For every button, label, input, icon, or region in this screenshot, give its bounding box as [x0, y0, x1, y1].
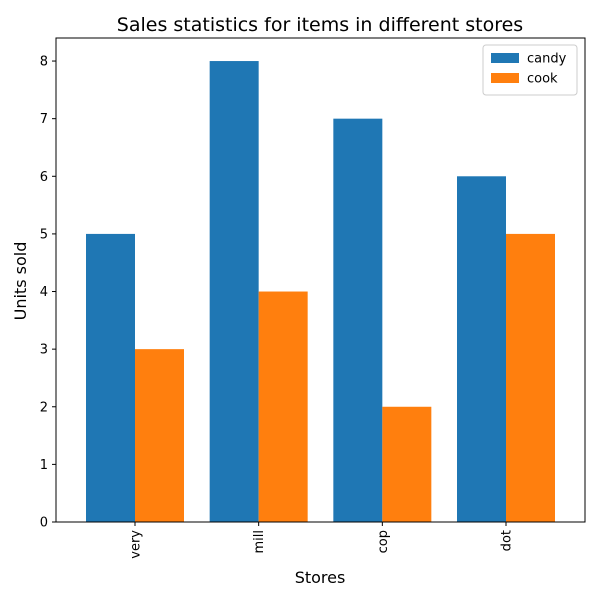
bar-candy-dot [457, 176, 506, 523]
bar-cook-dot [506, 233, 555, 522]
y-tick-label: 4 [40, 285, 48, 300]
bar-cook-mill [258, 291, 308, 522]
y-tick-label: 2 [40, 400, 48, 415]
x-tick-label: dot [500, 530, 515, 551]
bar-candy-cop [333, 118, 383, 523]
x-tick-label: very [129, 530, 144, 559]
bar-candy-very [86, 233, 135, 522]
x-tick-label: cop [376, 530, 391, 553]
bar-cook-cop [382, 406, 432, 522]
bar-candy-mill [209, 61, 259, 523]
legend-label-cook: cook [527, 72, 558, 87]
y-tick-label: 7 [40, 112, 48, 127]
legend-swatch-cook [491, 73, 519, 83]
y-axis-label: Units sold [11, 242, 30, 321]
axes-frame [55, 37, 586, 523]
y-tick-label: 8 [40, 55, 48, 70]
chart-title: Sales statistics for items in different … [117, 14, 523, 36]
legend-swatch-candy [491, 53, 519, 63]
y-tick-label: 3 [40, 343, 48, 358]
y-tick-label: 0 [40, 516, 48, 531]
y-tick-label: 1 [40, 458, 48, 473]
x-axis-label: Stores [295, 568, 346, 587]
legend: candy cook [482, 44, 578, 96]
x-tick-label: mill [252, 530, 267, 554]
y-tick-label: 5 [40, 227, 48, 242]
bar-cook-very [135, 349, 184, 522]
legend-label-candy: candy [527, 52, 567, 67]
plot-area: 0 1 2 3 4 5 6 7 8 very mill cop dot [40, 37, 586, 559]
y-tick-label: 6 [40, 170, 48, 185]
